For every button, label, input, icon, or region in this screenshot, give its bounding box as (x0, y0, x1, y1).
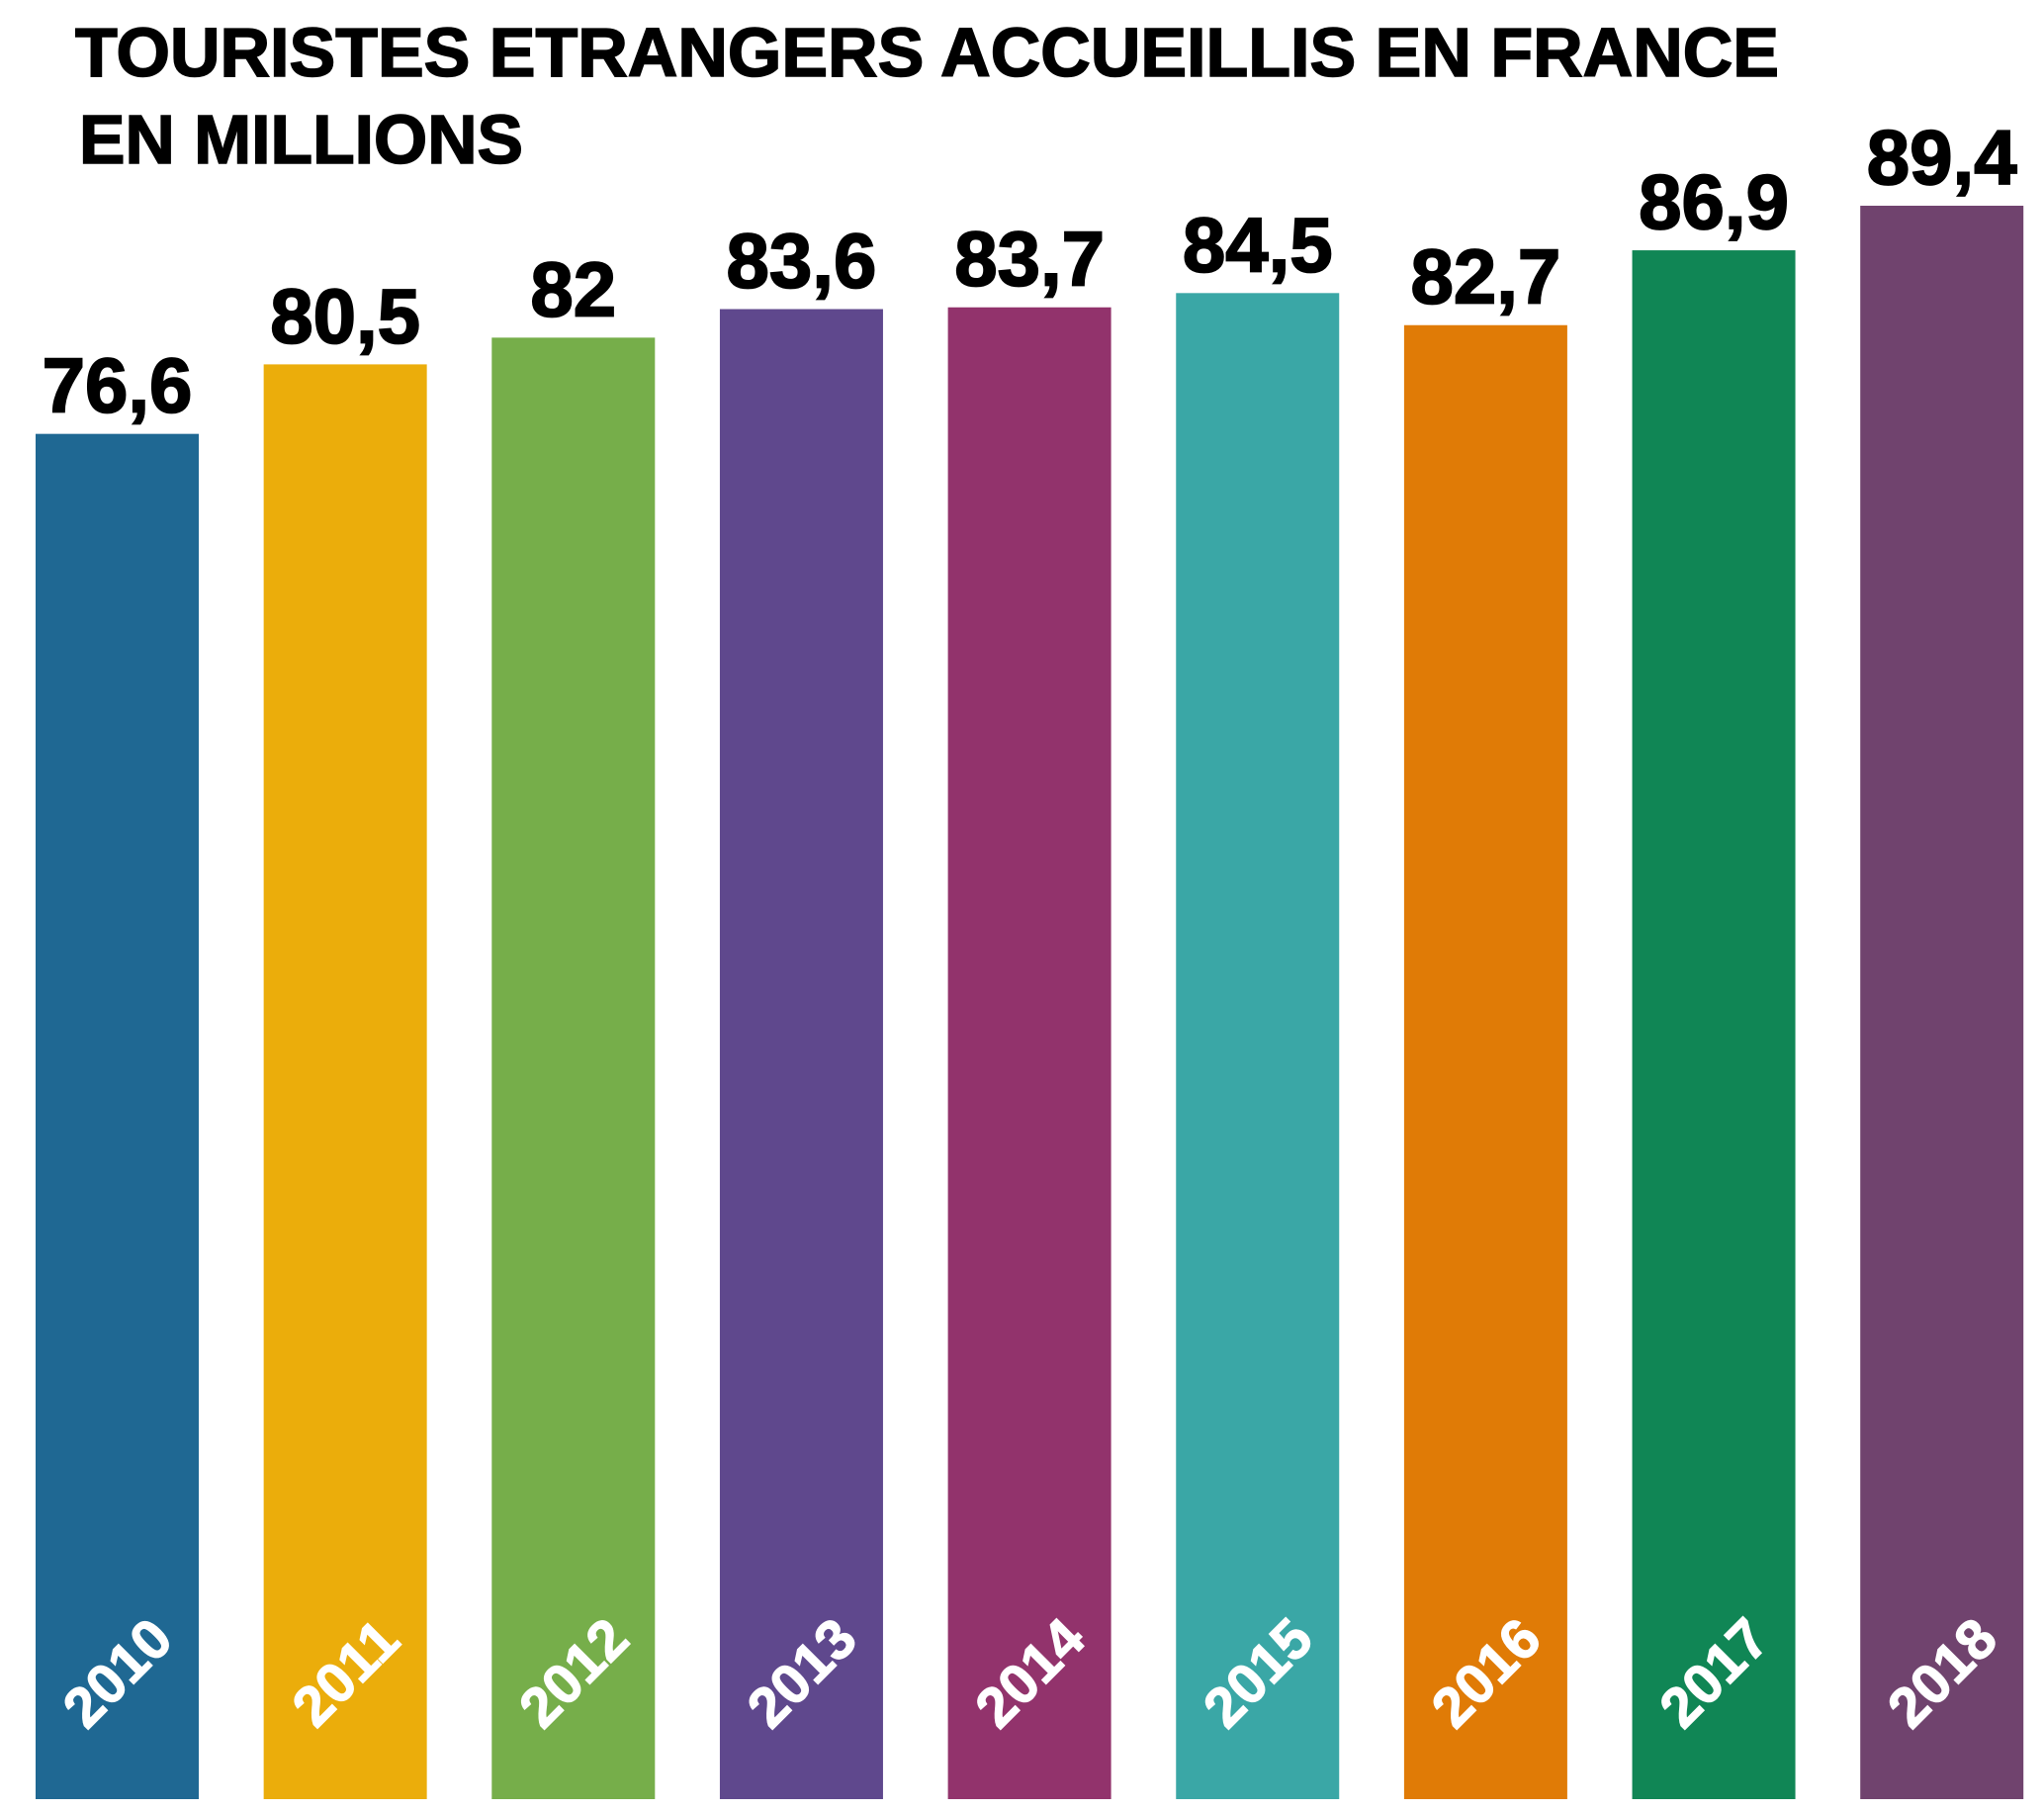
bar-2011 (263, 364, 427, 1799)
bar-2017 (1632, 250, 1796, 1799)
bar-2013 (719, 309, 883, 1799)
value-label-2012: 82 (530, 245, 616, 332)
bar-2016 (1403, 324, 1567, 1800)
chart-title: TOURISTES ETRANGERS ACCUEILLIS EN FRANCE (75, 14, 1779, 91)
bar-2015 (1176, 293, 1340, 1799)
bar-2010 (36, 433, 199, 1800)
value-label-2010: 76,6 (43, 342, 193, 429)
chart-subtitle: EN MILLIONS (79, 101, 523, 178)
bar-2012 (491, 337, 656, 1799)
value-label-2013: 83,6 (727, 218, 877, 305)
bar-2014 (947, 307, 1111, 1799)
value-label-2015: 84,5 (1183, 201, 1333, 288)
value-label-2014: 83,7 (954, 216, 1105, 303)
value-label-2018: 89,4 (1867, 114, 2017, 201)
value-label-2016: 82,7 (1410, 233, 1560, 320)
bar-2018 (1860, 206, 2024, 1800)
value-label-2017: 86,9 (1639, 158, 1789, 245)
value-label-2011: 80,5 (270, 272, 420, 359)
